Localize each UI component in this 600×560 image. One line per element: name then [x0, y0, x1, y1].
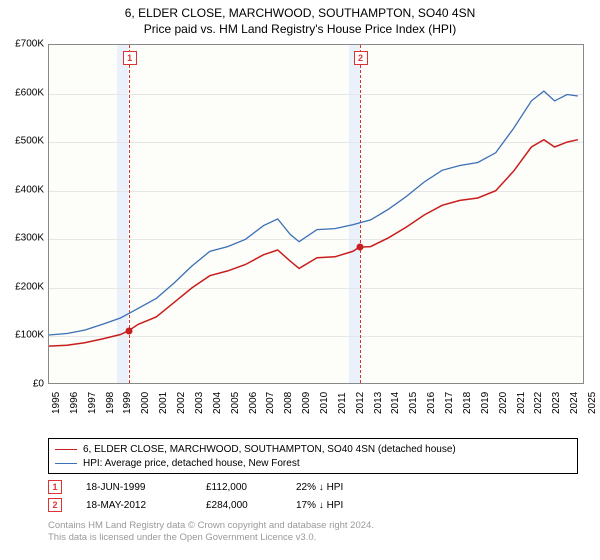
sale-dot	[125, 327, 132, 334]
x-tick-label: 2006	[248, 392, 259, 414]
sales-marker-2: 2	[48, 498, 62, 512]
legend: 6, ELDER CLOSE, MARCHWOOD, SOUTHAMPTON, …	[48, 438, 578, 474]
legend-row: 6, ELDER CLOSE, MARCHWOOD, SOUTHAMPTON, …	[55, 442, 571, 456]
x-tick-label: 2022	[533, 392, 544, 414]
x-tick-label: 2020	[498, 392, 509, 414]
x-tick-label: 2002	[176, 392, 187, 414]
x-tick-label: 1997	[87, 392, 98, 414]
legend-swatch	[55, 449, 77, 450]
x-tick-label: 2007	[265, 392, 276, 414]
sales-table: 1 18-JUN-1999£112,00022% ↓ HPI 2 18-MAY-201…	[48, 478, 406, 514]
sales-row: 1 18-JUN-1999£112,00022% ↓ HPI	[48, 478, 406, 496]
sale-date: 18-JUN-1999	[86, 482, 206, 493]
x-tick-label: 2001	[158, 392, 169, 414]
y-tick-label: £0	[0, 379, 44, 390]
chart-container: 6, ELDER CLOSE, MARCHWOOD, SOUTHAMPTON, …	[0, 0, 600, 560]
y-tick-label: £200K	[0, 281, 44, 292]
legend-row: HPI: Average price, detached house, New …	[55, 456, 571, 470]
x-tick-label: 1996	[69, 392, 80, 414]
x-tick-label: 2016	[426, 392, 437, 414]
footer-line2: This data is licensed under the Open Gov…	[48, 532, 374, 544]
x-tick-label: 2009	[301, 392, 312, 414]
x-tick-label: 2025	[587, 392, 598, 414]
footer-line1: Contains HM Land Registry data © Crown c…	[48, 520, 374, 532]
x-tick-label: 2015	[408, 392, 419, 414]
x-tick-label: 2018	[462, 392, 473, 414]
plot-area: 12	[48, 44, 584, 384]
sales-row: 2 18-MAY-2012£284,00017% ↓ HPI	[48, 496, 406, 514]
legend-label: 6, ELDER CLOSE, MARCHWOOD, SOUTHAMPTON, …	[83, 444, 456, 455]
x-tick-label: 2021	[516, 392, 527, 414]
y-tick-label: £300K	[0, 233, 44, 244]
x-tick-label: 1995	[51, 392, 62, 414]
x-tick-label: 2000	[140, 392, 151, 414]
x-tick-label: 2005	[230, 392, 241, 414]
chart-area: 12 £0£100K£200K£300K£400K£500K£600K£700K…	[48, 44, 584, 414]
sale-price: £112,000	[206, 482, 296, 493]
series-property	[49, 140, 578, 346]
y-tick-label: £500K	[0, 136, 44, 147]
title-line2: Price paid vs. HM Land Registry's House …	[0, 22, 600, 36]
x-tick-label: 2024	[569, 392, 580, 414]
x-tick-label: 2019	[480, 392, 491, 414]
y-tick-label: £100K	[0, 330, 44, 341]
sale-delta: 17% ↓ HPI	[296, 500, 406, 511]
y-tick-label: £600K	[0, 87, 44, 98]
x-tick-label: 2011	[337, 392, 348, 414]
x-tick-label: 1998	[105, 392, 116, 414]
title-line1: 6, ELDER CLOSE, MARCHWOOD, SOUTHAMPTON, …	[0, 6, 600, 20]
sale-dot	[356, 244, 363, 251]
x-tick-label: 2010	[319, 392, 330, 414]
legend-label: HPI: Average price, detached house, New …	[83, 458, 300, 469]
sale-date: 18-MAY-2012	[86, 500, 206, 511]
title-block: 6, ELDER CLOSE, MARCHWOOD, SOUTHAMPTON, …	[0, 0, 600, 36]
x-tick-label: 1999	[122, 392, 133, 414]
sales-marker-1: 1	[48, 480, 62, 494]
x-tick-label: 2023	[551, 392, 562, 414]
x-tick-label: 2013	[373, 392, 384, 414]
legend-swatch	[55, 463, 77, 464]
x-tick-label: 2014	[390, 392, 401, 414]
x-tick-label: 2003	[194, 392, 205, 414]
footer-attribution: Contains HM Land Registry data © Crown c…	[48, 520, 374, 544]
x-tick-label: 2008	[283, 392, 294, 414]
y-tick-label: £700K	[0, 39, 44, 50]
sale-price: £284,000	[206, 500, 296, 511]
x-tick-label: 2004	[212, 392, 223, 414]
x-tick-label: 2012	[355, 392, 366, 414]
x-tick-label: 2017	[444, 392, 455, 414]
series-hpi	[49, 91, 578, 335]
sale-delta: 22% ↓ HPI	[296, 482, 406, 493]
y-tick-label: £400K	[0, 184, 44, 195]
